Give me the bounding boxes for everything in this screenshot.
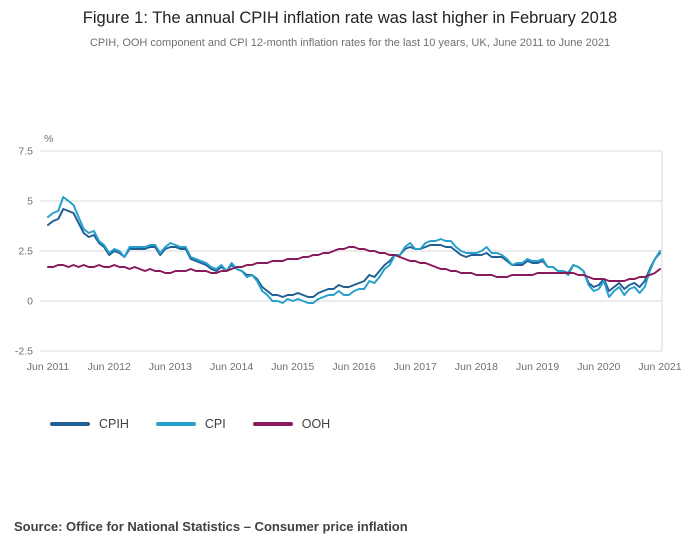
svg-text:0: 0 — [27, 295, 33, 307]
svg-text:2.5: 2.5 — [18, 245, 33, 257]
svg-text:Jun 2011: Jun 2011 — [27, 361, 70, 373]
svg-text:%: % — [44, 133, 53, 145]
cpi-line-swatch — [155, 421, 196, 426]
svg-text:Jun 2021: Jun 2021 — [638, 361, 681, 373]
legend-label-ooh: OOH — [301, 416, 331, 431]
svg-text:Jun 2017: Jun 2017 — [394, 361, 437, 373]
source-text: Source: Office for National Statistics –… — [14, 518, 408, 534]
svg-text:Jun 2016: Jun 2016 — [332, 361, 375, 373]
svg-text:5: 5 — [27, 195, 33, 207]
svg-text:-2.5: -2.5 — [15, 345, 33, 357]
svg-text:Jun 2014: Jun 2014 — [210, 361, 253, 373]
legend-label-cpih: CPIH — [99, 416, 129, 431]
svg-text:Jun 2020: Jun 2020 — [577, 361, 620, 373]
ooh-line-swatch — [252, 421, 293, 426]
legend-item-cpi[interactable]: CPI — [155, 416, 226, 431]
svg-text:Jun 2013: Jun 2013 — [149, 361, 192, 373]
svg-text:7.5: 7.5 — [18, 145, 33, 157]
svg-text:Jun 2012: Jun 2012 — [88, 361, 131, 373]
legend-item-ooh[interactable]: OOH — [252, 416, 331, 431]
chart-title: Figure 1: The annual CPIH inflation rate… — [82, 9, 618, 27]
legend-item-cpih[interactable]: CPIH — [50, 417, 129, 431]
line-chart-plot-area: 7.5 5 2.5 0 -2.5% Jun 2011 Jun 2012 Jun 2013 Jun… — [15, 133, 682, 373]
legend-label-cpi: CPI — [204, 416, 226, 431]
chart-header: Figure 1: The annual CPIH inflation rate… — [0, 8, 700, 51]
chart-subtitle: CPIH, OOH component and CPI 12-month inf… — [89, 37, 611, 50]
cpih-line-swatch — [50, 421, 90, 426]
svg-text:Jun 2015: Jun 2015 — [271, 361, 314, 373]
svg-text:Jun 2018: Jun 2018 — [455, 361, 498, 373]
chart-legend: CPIH CPI OOH — [50, 417, 700, 431]
svg-text:Jun 2019: Jun 2019 — [516, 361, 559, 373]
